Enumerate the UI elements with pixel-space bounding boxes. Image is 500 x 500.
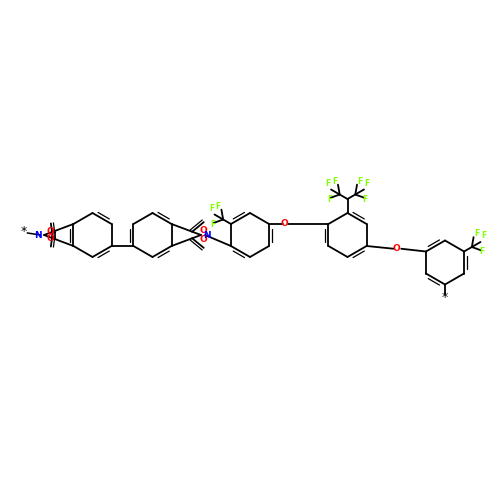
Text: O: O (280, 220, 288, 228)
Text: F: F (474, 229, 480, 238)
Text: F: F (364, 179, 370, 188)
Text: F: F (332, 176, 338, 186)
Text: N: N (34, 230, 42, 239)
Text: O: O (392, 244, 400, 253)
Text: O: O (200, 236, 207, 244)
Text: F: F (216, 202, 221, 210)
Text: F: F (210, 220, 216, 228)
Text: *: * (20, 226, 26, 238)
Text: N: N (203, 230, 210, 239)
Text: F: F (362, 194, 368, 203)
Text: F: F (358, 176, 363, 186)
Text: *: * (442, 290, 448, 304)
Text: F: F (481, 232, 486, 240)
Text: O: O (46, 227, 54, 236)
Text: F: F (480, 247, 484, 256)
Text: F: F (326, 179, 330, 188)
Text: F: F (327, 194, 332, 203)
Text: F: F (209, 204, 214, 213)
Text: O: O (200, 226, 207, 234)
Text: O: O (46, 234, 54, 243)
